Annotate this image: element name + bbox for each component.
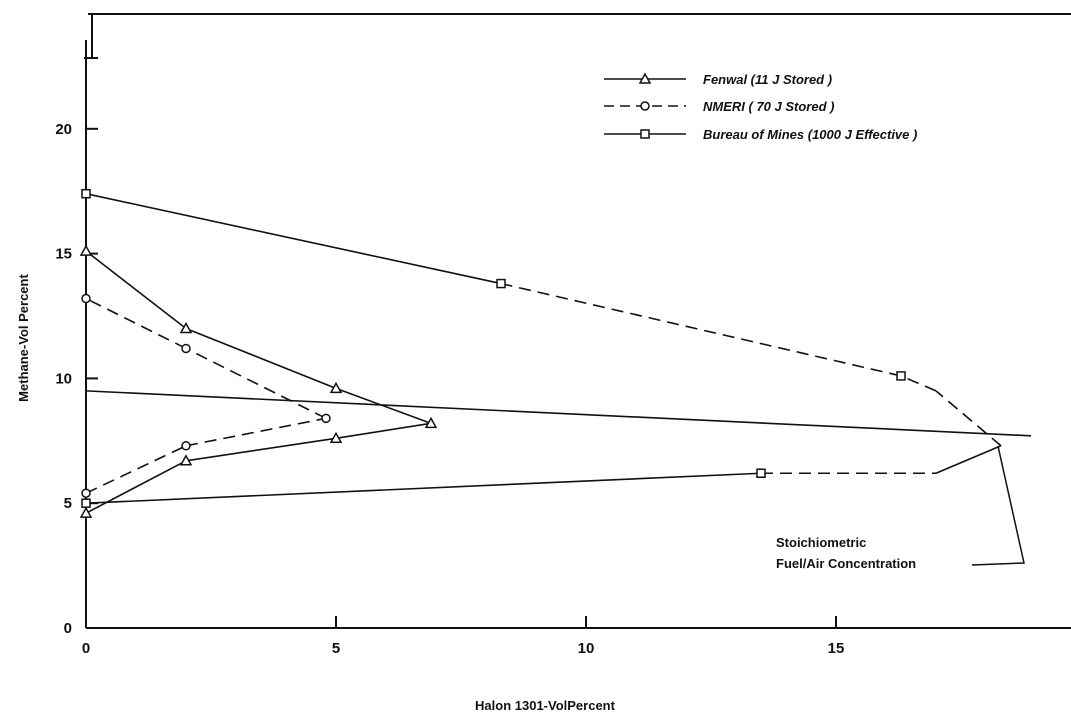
series-segment <box>85 192 502 285</box>
series-segment <box>185 437 337 462</box>
axis-ticks: 0 5 10 15 0 5 10 15 20 <box>55 121 844 657</box>
stoichiometric-annotation-line-1: Stoichiometric <box>776 535 866 550</box>
series-segment <box>85 250 187 330</box>
series-segment <box>500 282 902 377</box>
series-segment <box>85 297 187 350</box>
series-segment <box>335 422 432 440</box>
square-marker <box>496 278 506 289</box>
square-marker <box>81 498 91 508</box>
legend-triangle-marker <box>638 72 652 84</box>
series-segment <box>185 417 327 447</box>
series-segment <box>185 347 327 420</box>
x-tick-label: 15 <box>828 640 845 657</box>
stoichiometric-annotation-line-2: Fuel/Air Concentration <box>776 556 916 571</box>
y-tick-label: 5 <box>64 495 72 512</box>
series-segment <box>335 387 432 425</box>
series-segment <box>935 445 1002 474</box>
series-1 <box>79 244 438 518</box>
legend-label: Bureau of Mines (1000 J Effective ) <box>703 127 917 142</box>
circle-marker <box>181 441 191 451</box>
series-segment <box>85 472 762 505</box>
y-tick-label: 0 <box>64 620 72 637</box>
triangle-marker <box>179 321 193 334</box>
circle-marker <box>81 488 91 498</box>
square-marker <box>756 468 766 479</box>
series-3 <box>81 178 1002 508</box>
triangle-marker <box>79 244 93 256</box>
series-segment <box>185 327 337 390</box>
plot-frame <box>84 13 1071 629</box>
x-axis-label: Halon 1301-VolPercent <box>475 698 616 713</box>
series-layer <box>79 178 1032 518</box>
x-tick-label: 10 <box>578 640 595 657</box>
y-axis-label: Methane-Vol Percent <box>16 274 31 402</box>
annotation-leader-line <box>971 445 1025 566</box>
stoichiometric-line <box>85 390 1032 437</box>
legend-circle-marker <box>640 101 650 111</box>
triangle-marker <box>329 431 343 444</box>
x-tick-label: 0 <box>82 640 90 657</box>
legend: Fenwal (11 J Stored ) NMERI ( 70 J Stored… <box>604 72 917 142</box>
circle-marker <box>321 413 331 424</box>
series-segment <box>935 390 1002 447</box>
circle-marker <box>81 293 91 304</box>
y-tick-label: 10 <box>55 370 72 387</box>
y-tick-label: 20 <box>55 121 72 138</box>
square-marker <box>896 371 906 381</box>
triangle-marker <box>329 381 343 394</box>
square-marker <box>81 188 91 199</box>
legend-label: NMERI ( 70 J Stored ) <box>703 99 834 114</box>
triangle-marker <box>79 506 93 518</box>
y-tick-label: 15 <box>55 246 72 263</box>
legend-label: Fenwal (11 J Stored ) <box>703 72 832 87</box>
x-tick-label: 5 <box>332 640 340 657</box>
triangle-marker <box>424 416 438 429</box>
legend-square-marker <box>640 129 650 139</box>
triangle-marker <box>179 454 193 466</box>
series-segment <box>900 375 937 392</box>
series-2 <box>81 293 331 498</box>
series-segment <box>85 460 187 514</box>
circle-marker <box>181 343 191 354</box>
